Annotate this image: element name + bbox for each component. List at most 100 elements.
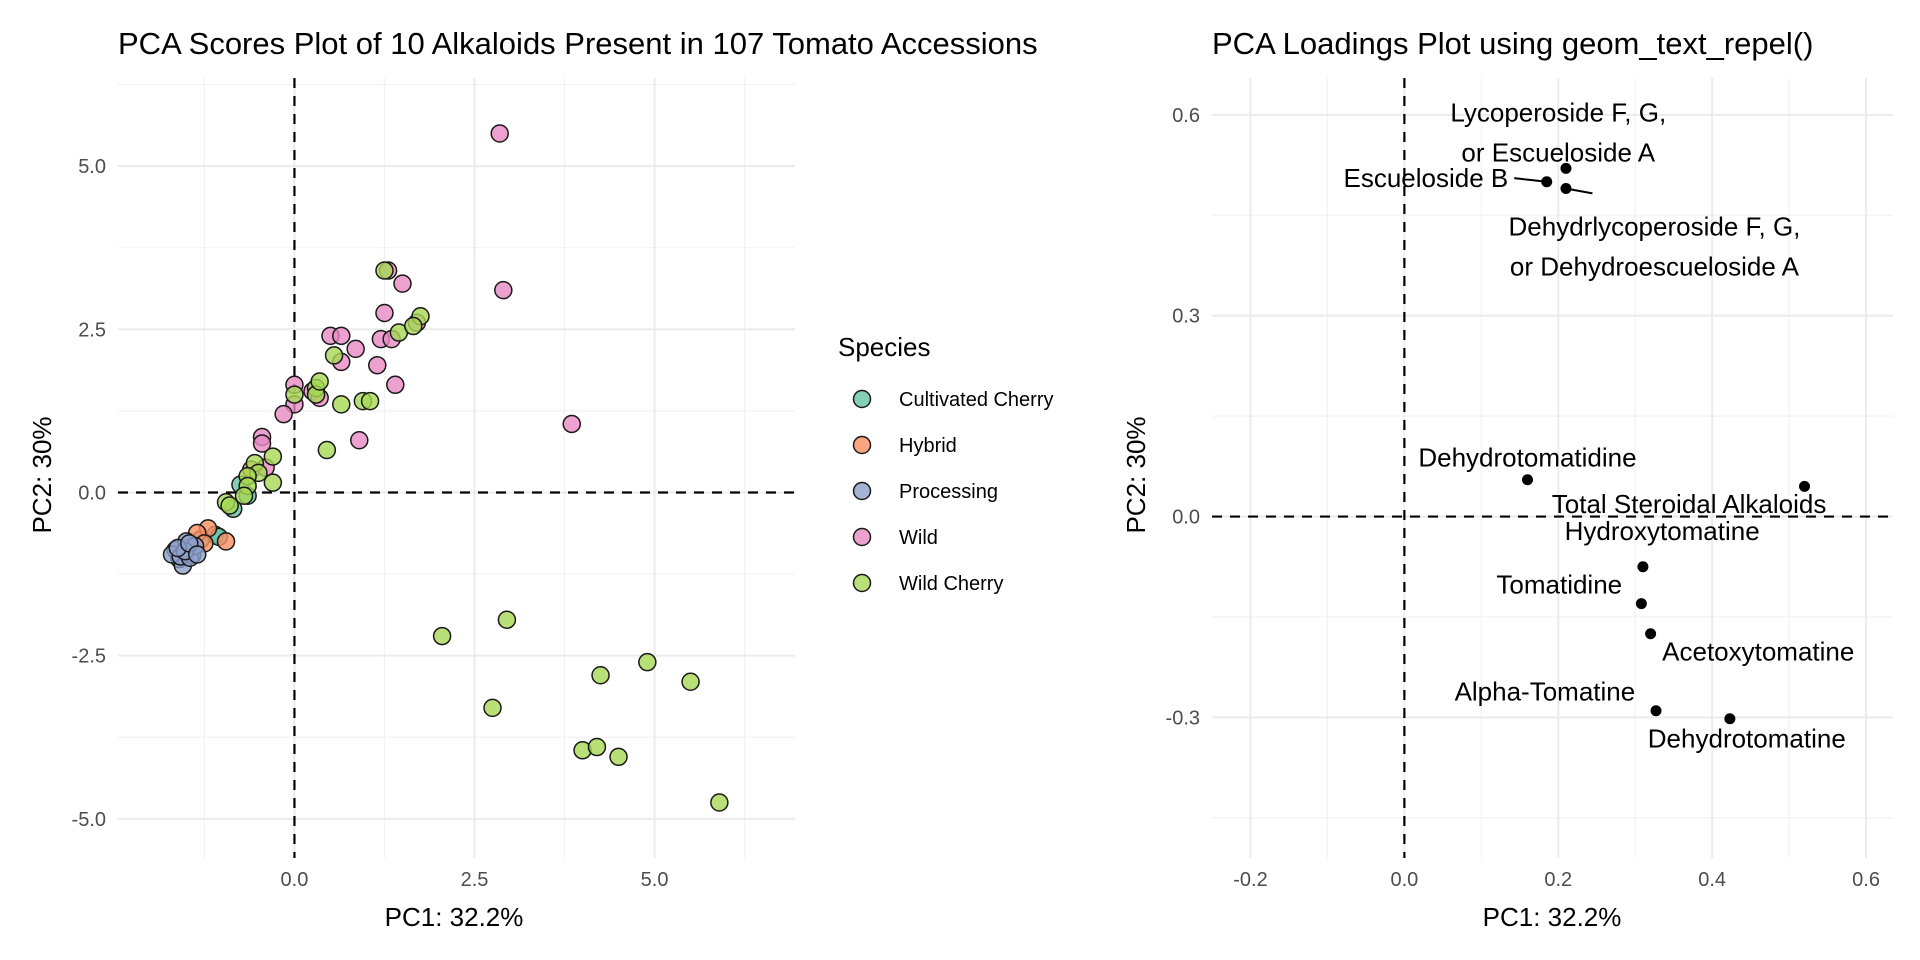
data-point [681,672,700,692]
data-point [591,665,610,685]
data-point [386,375,405,395]
loadings-x-tick-label: 0.2 [1544,869,1572,891]
loading-label-lycoperoside-f-g-or-escueloside-a: Lycoperoside F, G, or Escueloside A [1450,98,1666,168]
loadings-x-tick-label: 0.6 [1852,869,1880,891]
data-point [324,346,344,365]
loadings-leader-lines [1514,177,1593,195]
loading-label-tomatidine: Tomatidine [1496,570,1622,600]
loading-point-tomatidine [1635,598,1647,610]
loadings-y-tick-label: 0.0 [1172,507,1200,529]
scores-y-tick-label: 2.5 [78,319,106,341]
scores-series-wild-cherry [216,261,729,812]
data-point [263,447,283,466]
scores-y-tick-label: 0.0 [78,482,106,504]
loading-label-hydroxytomatine: Hydroxytomatine [1565,516,1760,546]
data-point [317,440,337,460]
loading-label-escueloside-b: Escueloside B [1343,163,1508,193]
loadings-x-tick-label: 0.0 [1390,869,1418,891]
loading-point-lycoperoside-f-g-or-escueloside-a [1560,162,1572,174]
loadings-x-axis-title: PC1: 32.2% [1483,902,1622,932]
loadings-plot-title: PCA Loadings Plot using geom_text_repel(… [1212,26,1813,61]
scores-plot-title: PCA Scores Plot of 10 Alkaloids Present … [118,26,1038,61]
legend-key-marker [852,389,872,409]
loading-label-line: Dehydrotomatine [1648,724,1846,754]
data-point [375,303,394,323]
legend-item-label: Wild [899,527,938,549]
data-point [332,326,351,346]
species-legend: Species Cultivated Cherry Hybrid Processin… [838,332,1054,595]
data-point [234,486,254,505]
loading-label-dehydrlycoperoside-f-g-or-dehydroescueloside-a: Dehydrlycoperoside F, G, or Dehydroescuel… [1509,211,1801,281]
legend-item-label: Hybrid [899,435,957,457]
loading-label-line: Lycoperoside F, G, [1450,98,1666,128]
loadings-tick-labels: -0.2 0.0 0.2 0.4 0.6 0.6 0.3 0.0 -0.3 [1166,105,1880,891]
loadings-plot-panel: Lycoperoside F, G, or Escueloside AEscuel… [1121,26,1893,932]
legend-item-label: Wild Cherry [899,573,1003,595]
data-point [375,261,394,280]
scores-series-processing [162,532,207,575]
scores-x-tick-label: 2.5 [461,869,489,891]
loading-label-line: Dehydrlycoperoside F, G, [1509,211,1801,241]
data-point [332,395,351,414]
data-point [220,496,239,515]
loading-point-hydroxytomatine [1637,561,1649,573]
legend-key-marker [852,573,872,593]
loadings-labels: Lycoperoside F, G, or Escueloside AEscuel… [1343,98,1854,754]
scores-plot-panel: 0.0 2.5 5.0 5.0 2.5 0.0 -2.5 -5.0 PCA Scores Pl… [27,26,1038,932]
legend-item-hybrid: Hybrid [852,435,957,457]
loading-label-line: Dehydrotomatidine [1418,442,1636,472]
loading-label-line: Total Steroidal Alkaloids [1552,489,1827,519]
legend-item-label: Processing [899,481,998,503]
scores-y-tick-label: -2.5 [72,646,106,668]
data-point [187,545,207,564]
legend-items: Cultivated Cherry Hybrid Processing Wild Wil… [852,389,1054,595]
loading-label-line: or Dehydroescueloside A [1510,251,1800,281]
data-point [483,698,502,718]
scores-grid [118,78,795,858]
data-point [252,434,272,453]
scores-reference-lines [118,78,795,858]
loading-point-total-steroidal-alkaloids [1799,480,1811,492]
loading-label-dehydrotomatine: Dehydrotomatine [1648,724,1846,754]
data-point [609,747,628,767]
data-point [490,124,509,143]
loadings-reference-lines [1212,78,1893,858]
data-point [263,473,283,492]
data-point [404,316,423,336]
scores-y-axis-title: PC2: 30% [27,416,57,533]
loading-label-acetoxytomatine: Acetoxytomatine [1662,636,1854,666]
loading-point-acetoxytomatine [1645,628,1657,640]
legend-title: Species [838,332,931,362]
loading-point-dehydrotomatine [1724,713,1736,725]
scores-x-tick-label: 0.0 [281,869,309,891]
loadings-y-axis-title: PC2: 30% [1121,416,1151,533]
loading-label-line: Alpha-Tomatine [1455,677,1636,707]
loadings-x-tick-label: 0.4 [1698,869,1726,891]
data-point [494,280,513,300]
loading-label-line: or Escueloside A [1461,138,1655,168]
legend-key-marker [852,435,872,455]
data-point [432,626,452,646]
legend-item-label: Cultivated Cherry [899,389,1054,411]
scores-points [162,124,729,812]
loading-point-dehydrotomatidine [1521,474,1533,486]
scores-y-tick-label: -5.0 [72,809,106,831]
data-point [274,404,293,424]
loadings-y-tick-label: 0.3 [1172,306,1200,328]
loadings-y-tick-label: 0.6 [1172,105,1200,127]
loading-label-line: Acetoxytomatine [1662,636,1854,666]
data-point [562,414,581,434]
legend-item-wild: Wild [852,527,938,549]
data-point [216,532,236,551]
loading-point-alpha-tomatine [1650,705,1662,717]
scores-x-tick-label: 5.0 [641,869,669,891]
data-point [310,372,329,391]
loading-point-dehydrlycoperoside-f-g-or-dehydroescueloside-a [1560,182,1572,194]
data-point [346,339,365,359]
loading-label-dehydrotomatidine: Dehydrotomatidine [1418,442,1636,472]
loadings-points [1521,162,1811,725]
data-point [285,385,304,404]
data-point [360,391,380,411]
legend-key-marker [852,481,872,501]
